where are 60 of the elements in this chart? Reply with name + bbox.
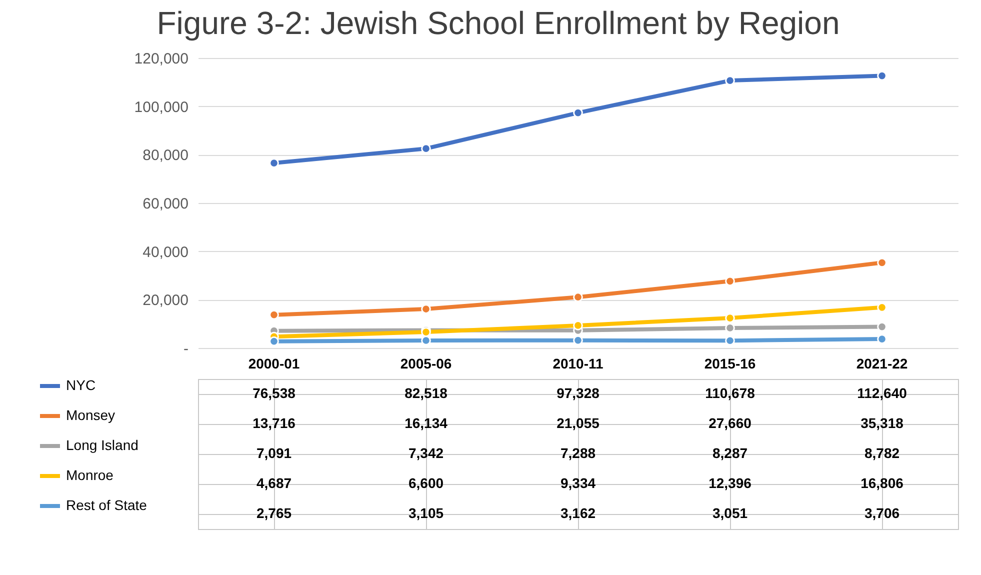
data-label: 3,706 (864, 505, 900, 521)
data-label: 82,518 (404, 385, 448, 401)
data-label: 3,162 (560, 505, 596, 521)
point (725, 323, 735, 333)
data-label: 3,105 (408, 505, 444, 521)
point (421, 336, 431, 346)
point (877, 258, 887, 268)
point (421, 304, 431, 314)
data-label: 3,051 (712, 505, 748, 521)
data-label: 21,055 (556, 415, 600, 431)
x-tick-label: 2015-16 (704, 356, 756, 372)
data-label: 6,600 (408, 475, 444, 491)
y-tick-label: 120,000 (134, 50, 188, 68)
legend-label: Rest of State (66, 497, 148, 513)
data-label: 9,334 (560, 475, 596, 491)
y-tick-label: 40,000 (142, 244, 188, 261)
y-tick-label: 100,000 (134, 98, 188, 116)
data-label: 16,806 (860, 475, 904, 491)
x-tick-label: 2005-06 (400, 356, 452, 372)
point (269, 158, 279, 168)
x-tick-label: 2010-11 (552, 356, 604, 372)
data-label: 8,782 (864, 445, 900, 461)
legend-label: Long Island (66, 437, 138, 453)
point (877, 322, 887, 332)
point (877, 70, 887, 81)
y-tick-label: 80,000 (142, 147, 188, 164)
legend-label: Monroe (66, 467, 114, 483)
x-tick-label: 2021-22 (856, 356, 908, 372)
point (269, 310, 279, 320)
data-label: 76,538 (252, 385, 296, 401)
data-label: 35,318 (860, 415, 904, 431)
chart-title: Figure 3-2: Jewish School Enrollment by Region (156, 5, 840, 41)
data-label: 12,396 (708, 475, 752, 491)
y-tick-label: 20,000 (142, 292, 188, 310)
data-label: 7,288 (560, 445, 596, 461)
y-tick-label: 60,000 (142, 196, 188, 212)
x-tick-label: 2000-01 (248, 356, 300, 372)
legend-label: NYC (66, 377, 96, 393)
point (725, 313, 735, 323)
point (877, 334, 887, 344)
data-label: 13,716 (252, 415, 296, 431)
data-label: 16,134 (404, 415, 448, 431)
data-label: 110,678 (705, 385, 756, 401)
point (573, 292, 583, 302)
point (573, 320, 583, 330)
data-label: 7,342 (408, 445, 444, 461)
data-label: 4,687 (256, 475, 292, 491)
data-label: 7,091 (256, 445, 292, 461)
data-label: 27,660 (708, 415, 752, 431)
point (269, 336, 279, 346)
y-tick-label: - (184, 340, 188, 358)
legend-label: Monsey (66, 407, 116, 423)
data-label: 97,328 (556, 385, 600, 401)
point (573, 335, 583, 346)
data-label: 8,287 (712, 445, 748, 461)
point (573, 108, 583, 118)
data-label: 2,765 (256, 505, 292, 521)
point (725, 276, 735, 286)
point (725, 76, 735, 86)
data-label: 112,640 (857, 385, 908, 401)
